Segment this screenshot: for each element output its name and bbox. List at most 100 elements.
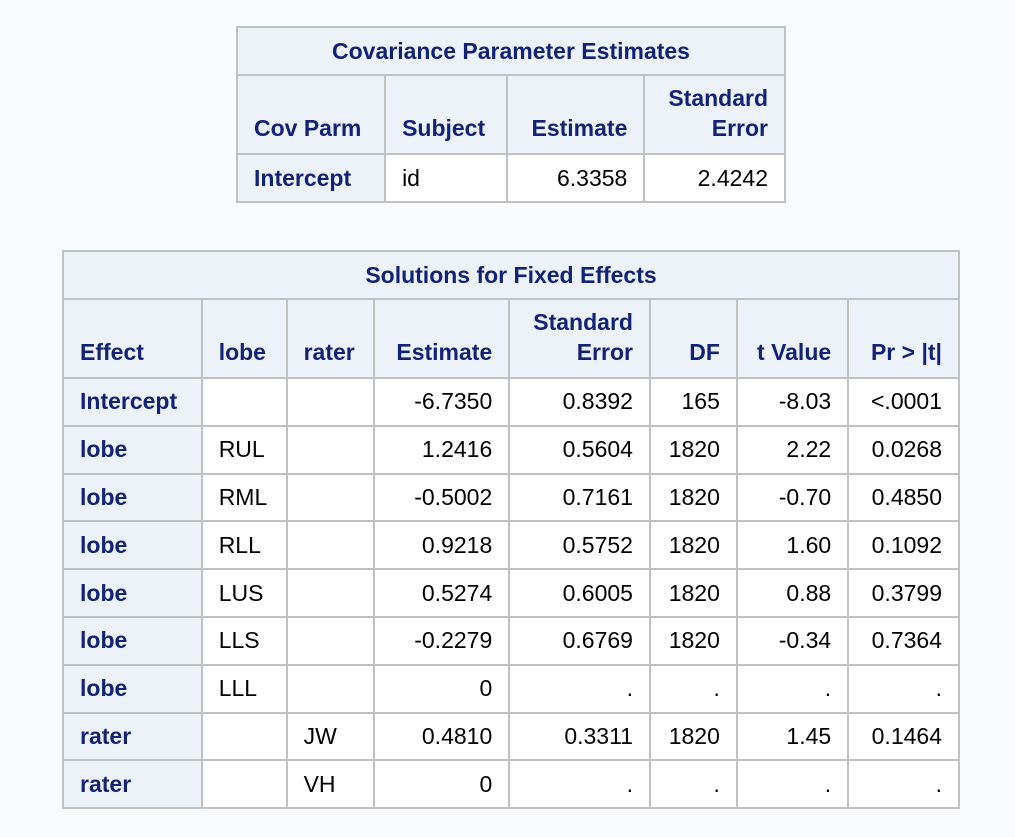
p-value-cell: 0.3799	[847, 568, 960, 618]
table-row: Intercept -6.7350 0.8392 165 -8.03 <.000…	[62, 377, 960, 427]
df-cell: 1820	[648, 472, 738, 523]
column-header-df: DF	[648, 298, 738, 379]
table-row: lobe LUS 0.5274 0.6005 1820 0.88 0.3799	[62, 568, 960, 618]
table-row: Intercept id 6.3358 2.4242	[235, 153, 786, 203]
rater-cell	[285, 520, 375, 571]
df-cell: 1820	[648, 711, 738, 762]
lobe-cell: RML	[200, 472, 288, 523]
p-value-cell: 0.7364	[847, 615, 960, 666]
t-value-cell: 1.60	[735, 520, 850, 571]
table-title: Covariance Parameter Estimates	[236, 26, 786, 76]
standard-error-cell: 0.3311	[508, 711, 651, 762]
table-row: rater JW 0.4810 0.3311 1820 1.45 0.1464	[62, 711, 960, 762]
row-header: Intercept	[62, 377, 203, 427]
standard-error-cell: 0.6769	[508, 615, 651, 666]
rater-cell	[285, 615, 375, 666]
df-cell: 165	[648, 377, 738, 427]
df-cell: .	[648, 663, 738, 714]
rater-cell	[285, 568, 375, 618]
standard-error-cell: .	[508, 663, 651, 714]
table-row: lobe RML -0.5002 0.7161 1820 -0.70 0.485…	[62, 472, 960, 523]
table-row: rater VH 0 . . . .	[62, 759, 960, 810]
row-header: lobe	[62, 615, 203, 666]
estimate-cell: 6.3358	[505, 153, 646, 203]
covariance-parameter-estimates-table: Covariance Parameter Estimates Cov Parm …	[235, 26, 786, 203]
standard-error-cell: 0.7161	[508, 472, 651, 523]
row-header: lobe	[62, 520, 203, 571]
p-value-cell: 0.1464	[847, 711, 960, 762]
table-title: Solutions for Fixed Effects	[62, 250, 960, 300]
row-header: lobe	[62, 424, 203, 475]
df-cell: 1820	[648, 615, 738, 666]
df-cell: 1820	[648, 520, 738, 571]
rater-cell	[285, 663, 375, 714]
column-header-estimate: Estimate	[372, 298, 511, 379]
estimate-cell: -6.7350	[372, 377, 511, 427]
rater-cell	[285, 377, 375, 427]
table-row: lobe LLL 0 . . . .	[62, 663, 960, 714]
p-value-cell: .	[847, 759, 960, 810]
p-value-cell: 0.0268	[847, 424, 960, 475]
estimate-cell: 1.2416	[372, 424, 511, 475]
row-header: Intercept	[235, 153, 387, 203]
lobe-cell: LUS	[200, 568, 288, 618]
p-value-cell: 0.4850	[847, 472, 960, 523]
standard-error-cell: 0.5604	[508, 424, 651, 475]
estimate-cell: 0	[372, 759, 511, 810]
column-header-t-value: t Value	[735, 298, 850, 379]
t-value-cell: .	[735, 663, 850, 714]
lobe-cell: RLL	[200, 520, 288, 571]
column-header-subject: Subject	[384, 74, 508, 155]
lobe-cell: LLS	[200, 615, 288, 666]
standard-error-cell: .	[508, 759, 651, 810]
t-value-cell: -8.03	[735, 377, 850, 427]
table-row: lobe RUL 1.2416 0.5604 1820 2.22 0.0268	[62, 424, 960, 475]
row-header: lobe	[62, 472, 203, 523]
column-header-cov-parm: Cov Parm	[235, 74, 387, 155]
row-header: lobe	[62, 663, 203, 714]
df-cell: .	[648, 759, 738, 810]
lobe-cell	[200, 711, 288, 762]
column-header-p-value: Pr > |t|	[847, 298, 960, 379]
table-row: lobe RLL 0.9218 0.5752 1820 1.60 0.1092	[62, 520, 960, 571]
subject-cell: id	[384, 153, 508, 203]
estimate-cell: -0.5002	[372, 472, 511, 523]
df-cell: 1820	[648, 424, 738, 475]
column-header-effect: Effect	[62, 298, 203, 379]
p-value-cell: .	[847, 663, 960, 714]
t-value-cell: 1.45	[735, 711, 850, 762]
column-header-standard-error: Standard Error	[643, 74, 786, 155]
standard-error-cell: 0.8392	[508, 377, 651, 427]
standard-error-cell: 2.4242	[643, 153, 786, 203]
rater-cell	[285, 472, 375, 523]
t-value-cell: -0.34	[735, 615, 850, 666]
row-header: lobe	[62, 568, 203, 618]
row-header: rater	[62, 711, 203, 762]
rater-cell: VH	[285, 759, 375, 810]
df-cell: 1820	[648, 568, 738, 618]
lobe-cell	[200, 759, 288, 810]
t-value-cell: 0.88	[735, 568, 850, 618]
lobe-cell	[200, 377, 288, 427]
standard-error-cell: 0.6005	[508, 568, 651, 618]
lobe-cell: RUL	[200, 424, 288, 475]
lobe-cell: LLL	[200, 663, 288, 714]
estimate-cell: 0.5274	[372, 568, 511, 618]
column-header-estimate: Estimate	[505, 74, 646, 155]
column-header-standard-error: Standard Error	[508, 298, 651, 379]
estimate-cell: 0	[372, 663, 511, 714]
t-value-cell: -0.70	[735, 472, 850, 523]
column-header-rater: rater	[285, 298, 375, 379]
column-header-lobe: lobe	[200, 298, 288, 379]
t-value-cell: .	[735, 759, 850, 810]
t-value-cell: 2.22	[735, 424, 850, 475]
estimate-cell: 0.4810	[372, 711, 511, 762]
solutions-for-fixed-effects-table: Solutions for Fixed Effects Effect lobe …	[62, 250, 960, 810]
standard-error-cell: 0.5752	[508, 520, 651, 571]
table-row: lobe LLS -0.2279 0.6769 1820 -0.34 0.736…	[62, 615, 960, 666]
estimate-cell: -0.2279	[372, 615, 511, 666]
p-value-cell: 0.1092	[847, 520, 960, 571]
p-value-cell: <.0001	[847, 377, 960, 427]
row-header: rater	[62, 759, 203, 810]
rater-cell	[285, 424, 375, 475]
